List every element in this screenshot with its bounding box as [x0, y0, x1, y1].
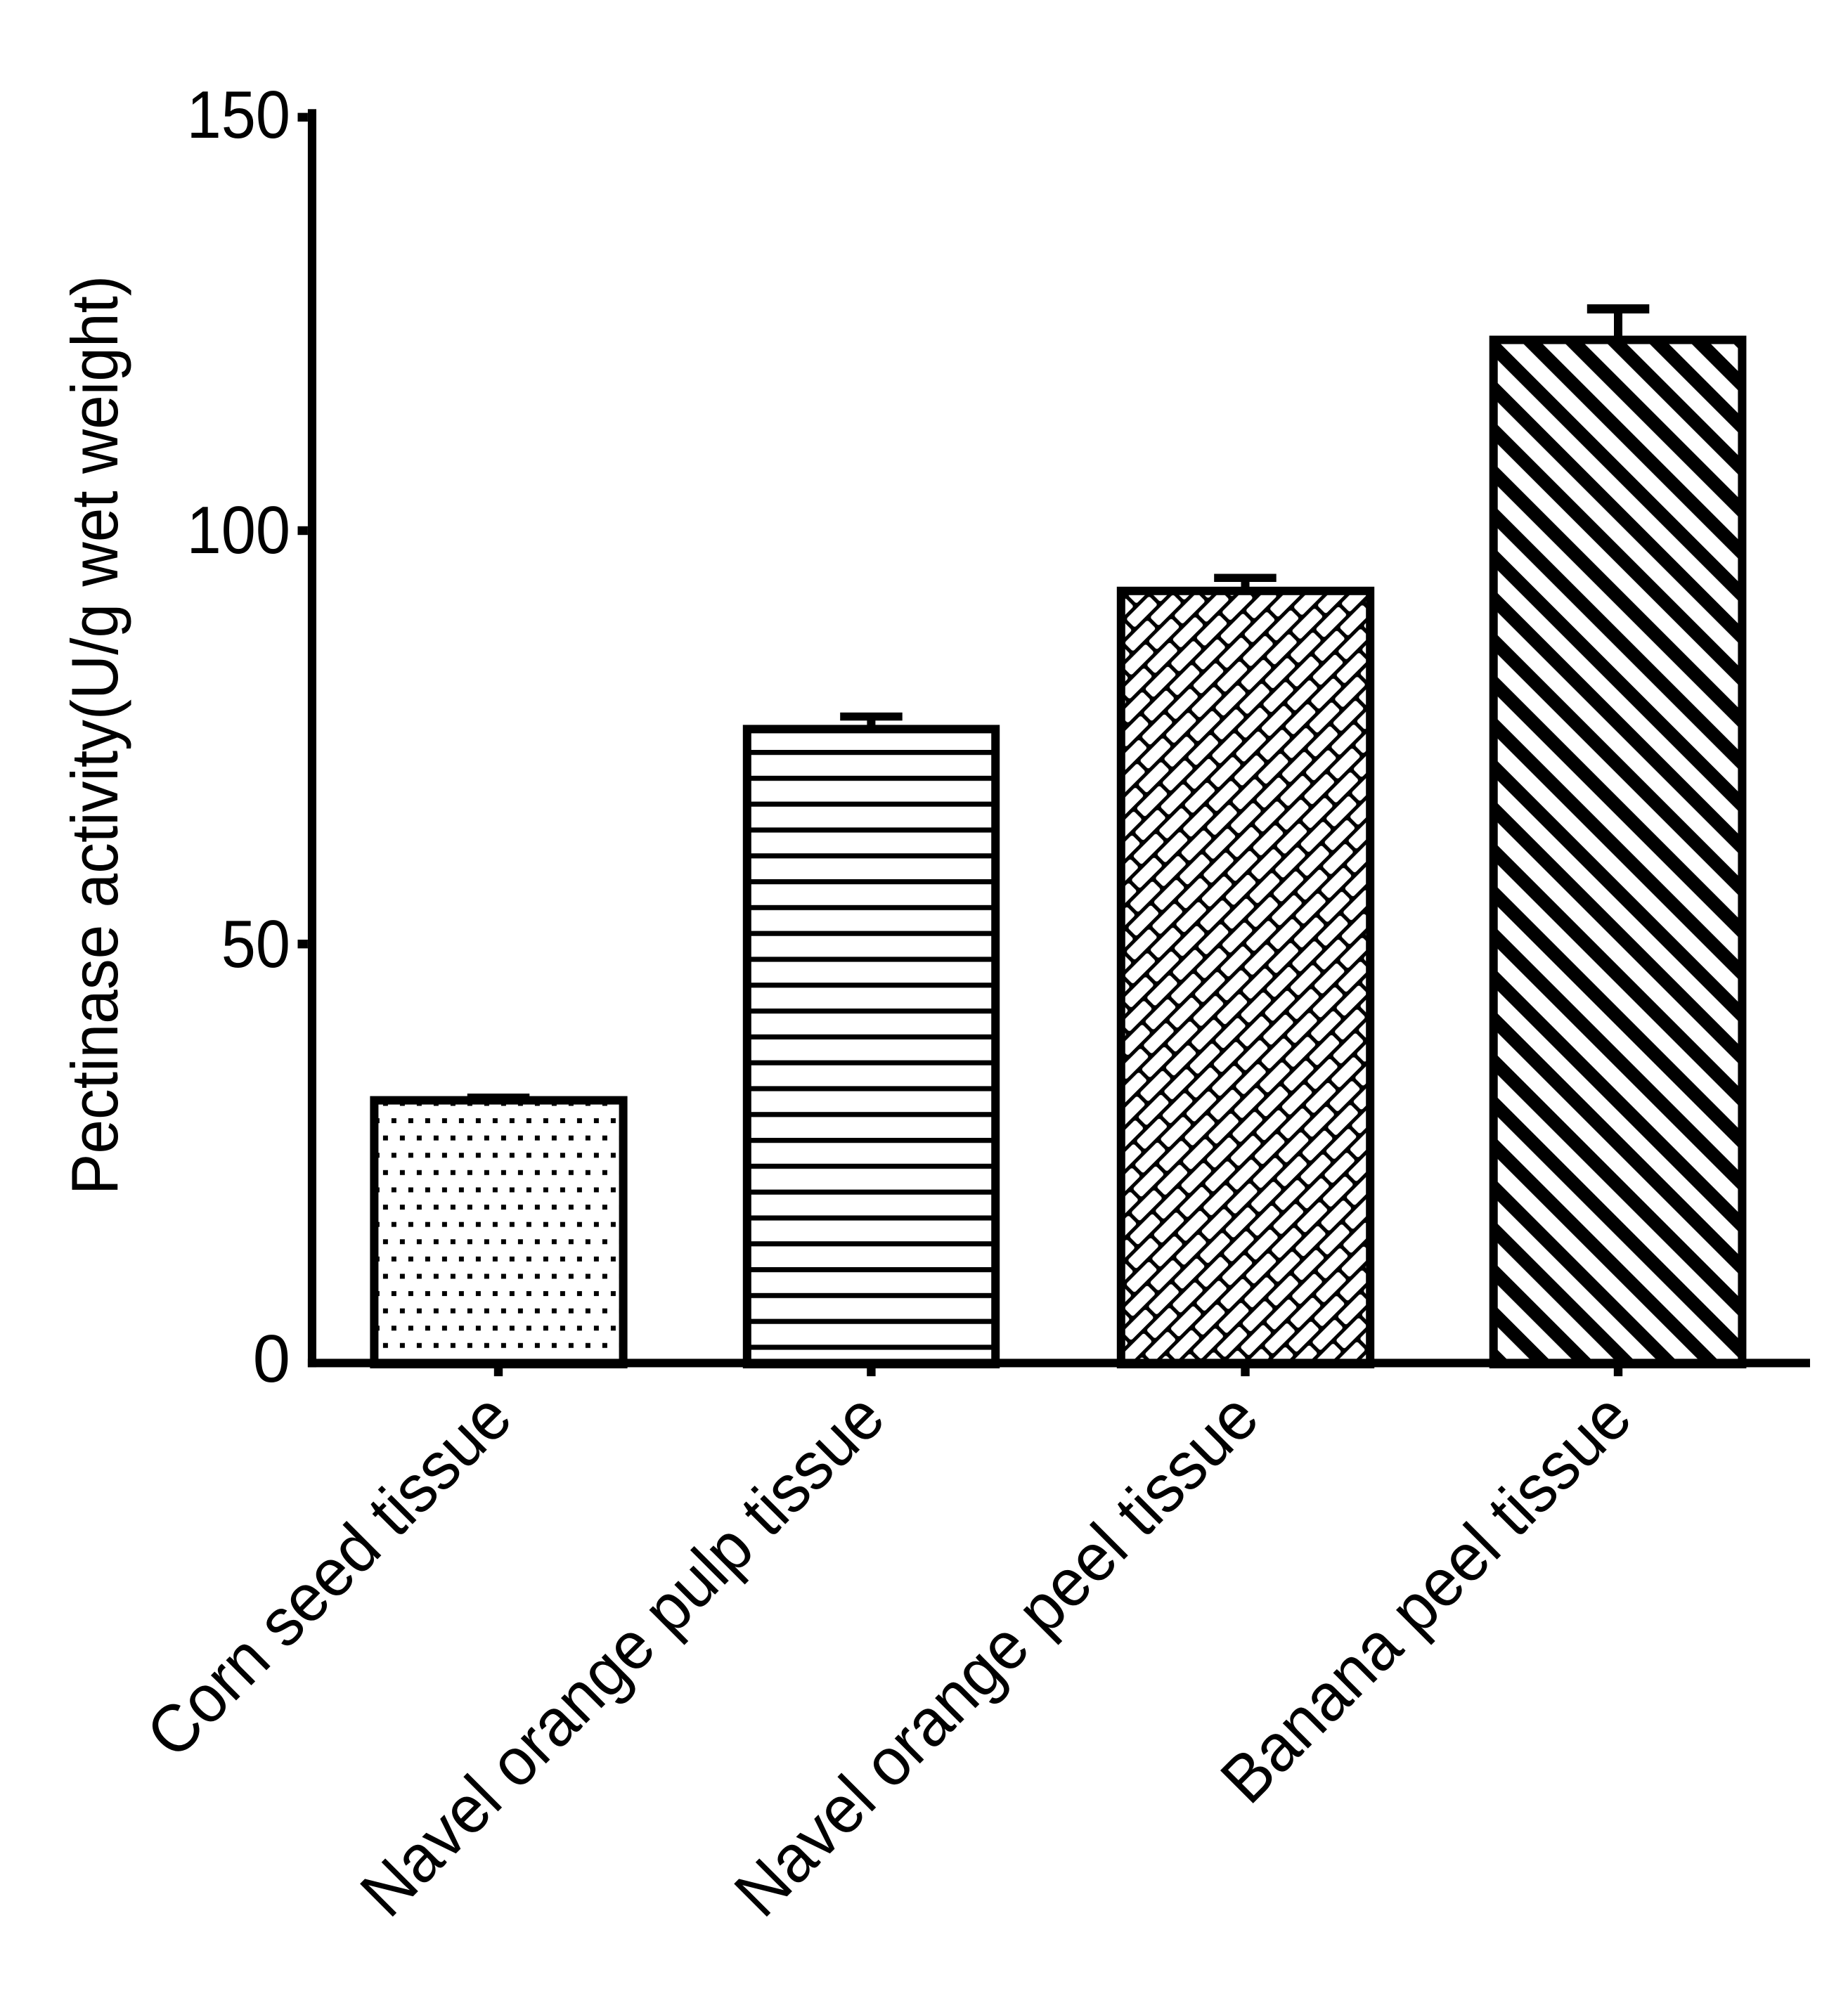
svg-text:0: 0 — [253, 1321, 290, 1396]
svg-text:Pectinase activity(U/g wet wei: Pectinase activity(U/g wet weight) — [58, 276, 131, 1195]
svg-text:150: 150 — [187, 77, 290, 153]
svg-text:100: 100 — [187, 493, 290, 568]
svg-text:50: 50 — [221, 907, 290, 982]
